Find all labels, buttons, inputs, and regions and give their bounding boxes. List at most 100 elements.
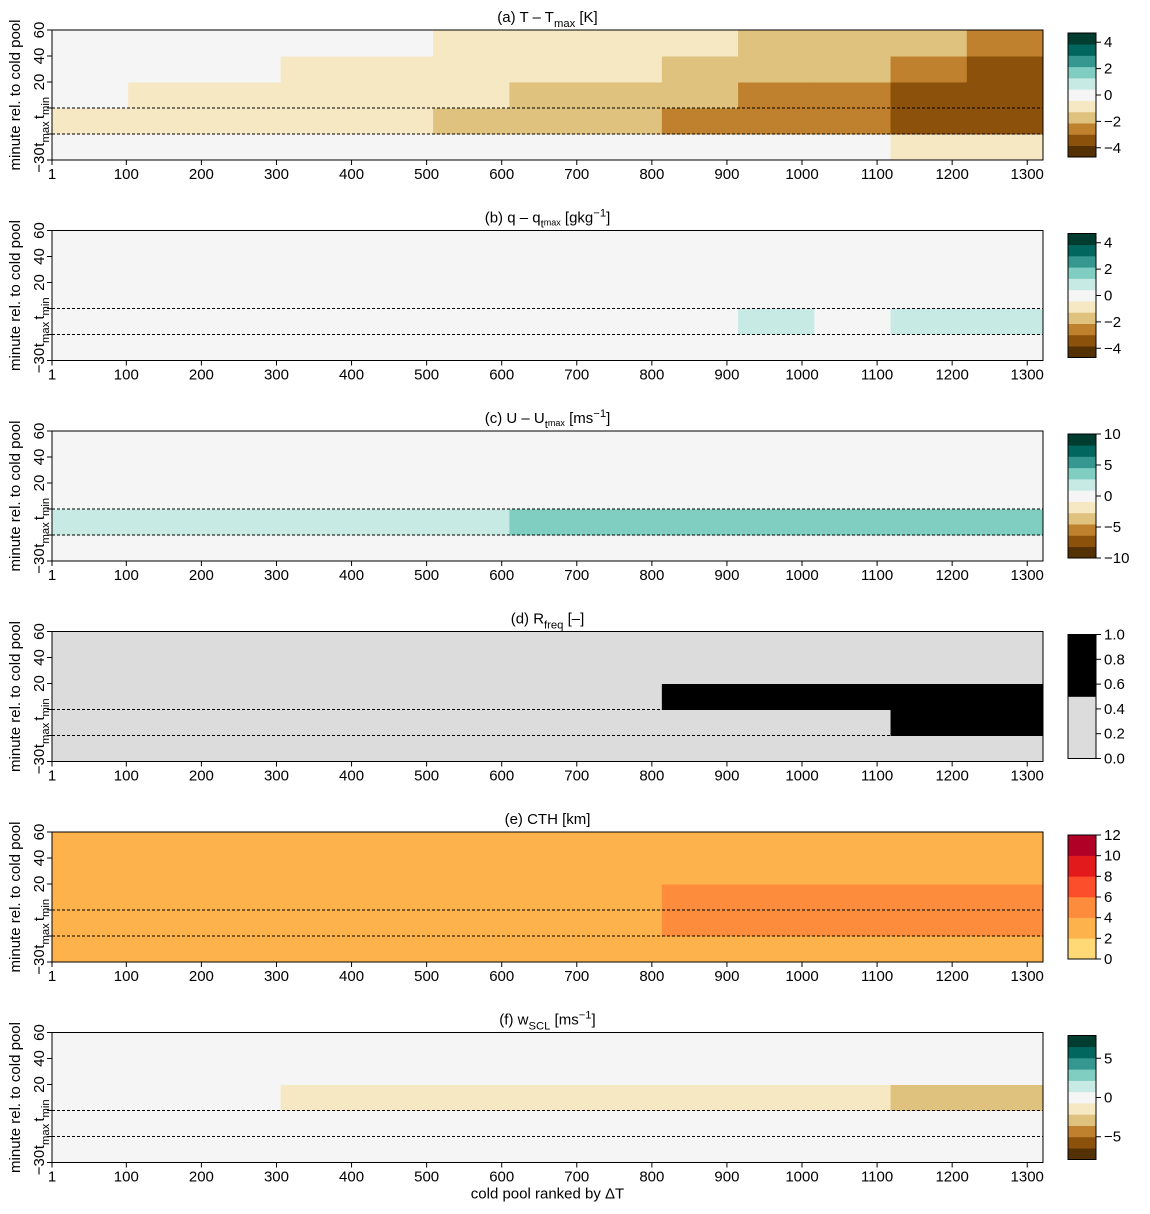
heatmap-cell xyxy=(433,832,510,859)
label-part: t xyxy=(31,142,48,147)
colorbar-tick-label: 0 xyxy=(1104,488,1112,505)
heatmap-cell xyxy=(661,134,739,161)
heatmap-cell xyxy=(433,30,510,57)
x-tick-label: 300 xyxy=(264,567,289,584)
heatmap-cell xyxy=(966,1084,1044,1111)
colorbar-tick-label: 0 xyxy=(1104,288,1112,305)
colorbar-swatch xyxy=(1068,289,1096,302)
label-part: (e) CTH [km] xyxy=(505,811,591,828)
heatmap-cell xyxy=(204,334,282,361)
heatmap-cell xyxy=(280,735,358,762)
x-tick-label: 700 xyxy=(564,567,589,584)
heatmap-cell xyxy=(966,1110,1044,1137)
heatmap-cell xyxy=(814,858,892,885)
colorbar-swatch xyxy=(1068,78,1096,90)
x-tick-label: 100 xyxy=(114,968,139,985)
heatmap-cell xyxy=(585,56,663,83)
x-tick-label: 400 xyxy=(339,166,364,183)
heatmap-cell xyxy=(204,483,282,510)
heatmap-cell xyxy=(280,884,358,911)
label-part: (d) R xyxy=(511,611,545,628)
label-part: [K] xyxy=(575,9,598,26)
heatmap-cell xyxy=(433,631,510,658)
heatmap-cell xyxy=(890,1136,968,1163)
x-tick-label: 900 xyxy=(714,567,739,584)
heatmap-cell xyxy=(204,858,282,885)
x-tick-label: 300 xyxy=(264,1169,289,1186)
heatmap-cell xyxy=(52,30,129,57)
plot-frame xyxy=(51,230,1044,361)
heatmap-cell xyxy=(204,709,282,736)
x-tick-label: 1200 xyxy=(935,367,968,384)
x-tick-label: 800 xyxy=(639,1169,664,1186)
heatmap-cell xyxy=(890,735,968,762)
heatmap-cell xyxy=(52,657,129,684)
heatmap-cell xyxy=(738,30,815,57)
heatmap-cell xyxy=(356,1136,434,1163)
label-part: [ms xyxy=(550,1012,578,1029)
heatmap-cell xyxy=(128,308,205,335)
heatmap-cell xyxy=(280,858,358,885)
x-tick-label: 700 xyxy=(564,166,589,183)
heatmap-cell xyxy=(204,657,282,684)
heatmap-cell xyxy=(433,1084,510,1111)
heatmap-cell xyxy=(280,82,358,109)
heatmap-cell xyxy=(509,535,587,562)
y-tick-label: 40 xyxy=(31,850,48,867)
x-tick-label: 1 xyxy=(48,166,56,183)
y-tick-label: 20 xyxy=(31,475,48,492)
heatmap-cell xyxy=(738,457,815,484)
y-tick-label: 60 xyxy=(31,222,48,239)
heatmap-cell xyxy=(280,1110,358,1137)
heatmap-cell xyxy=(585,910,663,937)
x-axis-label: cold pool ranked by ΔT xyxy=(471,1186,624,1203)
x-tick-label: 900 xyxy=(714,768,739,785)
colorbar-swatch xyxy=(1068,100,1096,113)
colorbar-swatch xyxy=(1068,233,1096,246)
heatmap-cell xyxy=(966,735,1044,762)
heatmap-cell xyxy=(585,936,663,963)
heatmap-cell xyxy=(204,256,282,283)
colorbar-swatch xyxy=(1068,696,1096,759)
heatmap-cell xyxy=(128,56,205,83)
heatmap-cell xyxy=(128,108,205,135)
y-tick-label: tmax xyxy=(31,722,52,748)
heatmap-cell xyxy=(661,1032,739,1059)
colorbar-swatch xyxy=(1068,1046,1096,1059)
heatmap-cell xyxy=(738,509,815,536)
heatmap-cell xyxy=(128,1136,205,1163)
colorbar-tick-label: −4 xyxy=(1104,340,1121,357)
heatmap-cell xyxy=(280,535,358,562)
heatmap-cell xyxy=(661,657,739,684)
x-tick-label: 700 xyxy=(564,367,589,384)
colorbar-swatch xyxy=(1068,855,1096,877)
heatmap-cell xyxy=(509,134,587,161)
y-tick-label: 20 xyxy=(31,274,48,291)
heatmap-cell xyxy=(356,631,434,658)
heatmap-cell xyxy=(356,30,434,57)
heatmap-cell xyxy=(204,683,282,710)
colorbar-swatch xyxy=(1068,467,1096,480)
heatmap-cell xyxy=(52,56,129,83)
heatmap-cell xyxy=(128,631,205,658)
label-part: max xyxy=(544,218,562,228)
heatmap-cell xyxy=(52,832,129,859)
label-part: t xyxy=(31,716,48,721)
heatmap-cell xyxy=(52,1110,129,1137)
x-tick-label: 800 xyxy=(639,968,664,985)
x-tick-label: 700 xyxy=(564,768,589,785)
heatmap-cell xyxy=(128,1032,205,1059)
heatmap-cell xyxy=(814,683,892,710)
heatmap-cell xyxy=(814,1058,892,1085)
label-part: t xyxy=(31,315,48,320)
heatmap-cell xyxy=(356,1032,434,1059)
heatmap-cell xyxy=(356,308,434,335)
heatmap-cell xyxy=(814,1084,892,1111)
heatmap-cell xyxy=(738,657,815,684)
y-tick-label: 20 xyxy=(31,675,48,692)
x-tick-label: 1100 xyxy=(861,968,893,985)
heatmap-cell xyxy=(890,657,968,684)
heatmap-cell xyxy=(204,631,282,658)
y-axis-label: minute rel. to cold pool xyxy=(7,1022,24,1173)
x-tick-label: 100 xyxy=(114,1169,139,1186)
